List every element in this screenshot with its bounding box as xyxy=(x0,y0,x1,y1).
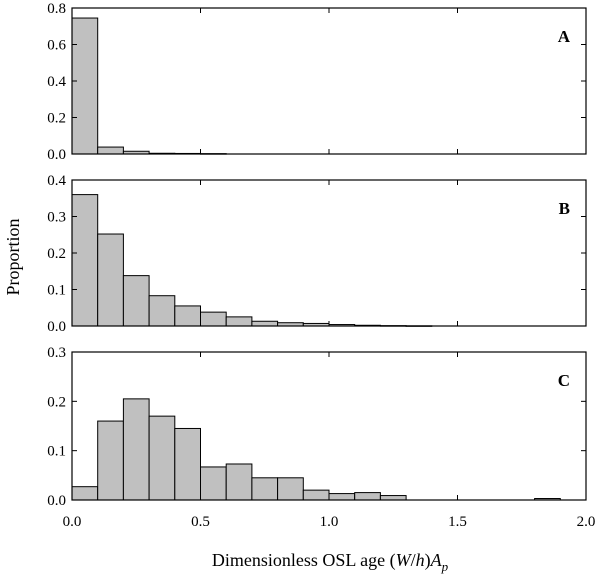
bar-b-3 xyxy=(148,295,176,327)
bar-b-5 xyxy=(200,311,227,327)
y-tick-label-b-3: 0.3 xyxy=(47,210,66,226)
bar-c-10 xyxy=(328,493,356,501)
bar-c-9 xyxy=(302,489,330,501)
x-tick-label-3: 1.5 xyxy=(448,514,467,530)
x-tick-label-2: 1.0 xyxy=(320,514,339,530)
y-tick-label-b-1: 0.1 xyxy=(47,283,66,299)
y-tick-label-c-1: 0.1 xyxy=(47,444,66,460)
bar-c-6 xyxy=(225,463,253,501)
x-axis-title: Dimensionless OSL age (W/h)Ap xyxy=(212,550,449,574)
bar-b-4 xyxy=(174,305,202,327)
bar-c-0 xyxy=(71,486,99,501)
y-tick-label-b-0: 0.0 xyxy=(47,319,66,335)
bar-c-11 xyxy=(354,492,381,501)
y-tick-label-a-3: 0.6 xyxy=(47,38,66,54)
y-tick-label-a-4: 0.8 xyxy=(47,1,66,17)
bar-b-6 xyxy=(225,316,253,327)
panel-a: 0.0 0.2 0.4 0.6 0.8 A xyxy=(47,1,587,163)
x-tick-label-0: 0.0 xyxy=(63,514,82,530)
y-tick-label-c-0: 0.0 xyxy=(47,493,66,509)
bar-c-7 xyxy=(251,477,279,501)
panel-label-b: B xyxy=(559,199,570,218)
x-tick-label-1: 0.5 xyxy=(191,514,210,530)
bar-b-0 xyxy=(71,194,99,327)
bar-c-5 xyxy=(200,466,227,501)
x-tick-label-4: 2.0 xyxy=(577,514,596,530)
bar-c-4 xyxy=(174,427,202,501)
y-tick-label-c-3: 0.3 xyxy=(47,345,66,361)
bar-b-2 xyxy=(122,275,150,327)
y-axis-title: Proportion xyxy=(3,218,23,295)
panel-c: 0.0 0.1 0.2 0.3 C xyxy=(47,345,587,509)
y-tick-label-a-1: 0.2 xyxy=(47,111,66,127)
bar-a-0 xyxy=(71,17,99,155)
panel-b: 0.0 0.1 0.2 0.3 0.4 B xyxy=(47,173,587,335)
y-tick-label-b-4: 0.4 xyxy=(47,173,66,189)
bar-c-12 xyxy=(379,495,407,501)
y-tick-label-a-2: 0.4 xyxy=(47,74,66,90)
y-tick-label-c-2: 0.2 xyxy=(47,394,66,410)
panels-group: 0.00.20.40.60.8A0.00.10.20.30.4B0.00.10.… xyxy=(47,1,595,530)
bar-c-3 xyxy=(148,415,176,501)
bar-c-2 xyxy=(122,398,150,501)
panel-label-c: C xyxy=(558,371,570,390)
bar-b-1 xyxy=(97,233,124,327)
y-tick-label-b-2: 0.2 xyxy=(47,246,66,262)
panel-label-a: A xyxy=(558,27,571,46)
bar-c-1 xyxy=(97,420,124,501)
bar-c-8 xyxy=(277,477,304,501)
bar-a-1 xyxy=(97,146,124,155)
y-tick-label-a-0: 0.0 xyxy=(47,147,66,163)
bar-b-7 xyxy=(251,320,279,327)
plot-frame-a xyxy=(71,7,587,155)
